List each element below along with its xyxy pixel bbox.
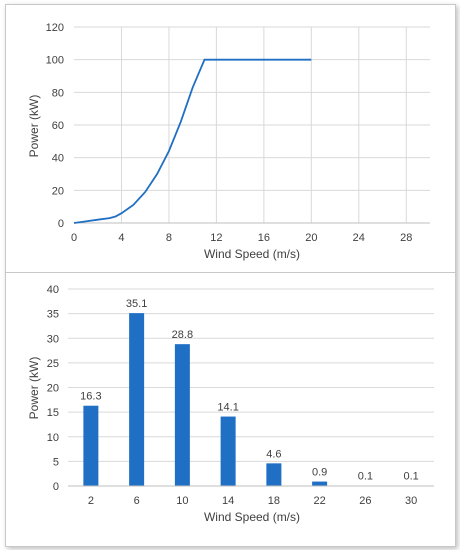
line-chart-y-tick-label: 60: [52, 120, 64, 132]
bar-chart-x-axis-title: Wind Speed (m/s): [204, 510, 300, 524]
bar-data-label: 35.1: [126, 298, 147, 310]
bar-data-label: 14.1: [217, 402, 238, 414]
bar-chart-x-tick-label: 26: [359, 495, 371, 507]
bar-chart-y-tick-label: 30: [47, 333, 59, 345]
bar-chart-y-tick-label: 5: [53, 456, 59, 468]
line-chart-x-tick-label: 0: [71, 232, 77, 244]
line-chart-y-tick-label: 40: [52, 153, 64, 165]
line-chart-x-tick-label: 20: [305, 232, 317, 244]
bar: [266, 463, 282, 486]
line-series: [73, 58, 312, 224]
bar-chart-y-tick-label: 10: [47, 432, 59, 444]
bar: [312, 481, 328, 486]
line-chart-x-tick-label: 4: [118, 232, 124, 244]
bar-chart-x-tick-label: 30: [405, 495, 417, 507]
bar-chart-x-tick-label: 14: [222, 495, 234, 507]
bar-data-label: 28.8: [172, 329, 193, 341]
bar-chart-y-tick-label: 35: [47, 309, 59, 321]
line-chart-y-tick-label: 20: [52, 185, 64, 197]
bar-chart-y-tick-label: 0: [53, 481, 59, 493]
line-chart-y-axis-title: Power (kW): [27, 95, 41, 158]
bar-chart-x-tick-label: 10: [176, 495, 188, 507]
line-chart: 0 20 40 60 80 100 120 0 4 8 12 16 20 24 28 Wind Speed…: [27, 22, 430, 261]
bar-chart-y-tick-label: 40: [47, 284, 59, 296]
line-chart-x-tick-label: 16: [258, 232, 270, 244]
line-chart-y-tick-label: 0: [58, 218, 64, 230]
bar-chart-y-axis-title: Power (kW): [27, 357, 41, 420]
bar: [220, 416, 236, 486]
line-chart-y-tick-label: 100: [46, 55, 64, 67]
line-chart-x-tick-label: 24: [353, 232, 365, 244]
line-chart-x-tick-label: 12: [210, 232, 222, 244]
chart-divider: [5, 272, 455, 273]
bar-chart-x-tick-label: 2: [88, 495, 94, 507]
line-chart-x-tick-label: 8: [166, 232, 172, 244]
line-chart-y-tick-label: 120: [46, 22, 64, 34]
bar-data-label: 4.6: [266, 448, 281, 460]
line-chart-x-axis-title: Wind Speed (m/s): [204, 247, 300, 261]
line-chart-x-tick-label: 28: [400, 232, 412, 244]
bar-data-label: 0.9: [312, 467, 327, 479]
bar-data-label: 0.1: [358, 471, 373, 483]
bar: [174, 344, 190, 486]
bar: [129, 313, 145, 486]
bar-chart-x-tick-label: 6: [134, 495, 140, 507]
bar-chart-x-tick-label: 18: [268, 495, 280, 507]
bar-chart: 0 5 10 15 20 25 30 35 40 16.3 35.1 28.8 14.1 4.6 0.9 0…: [27, 284, 434, 524]
bar-chart-y-tick-label: 25: [47, 358, 59, 370]
bar-chart-y-tick-label: 20: [47, 383, 59, 395]
line-chart-y-tick-label: 80: [52, 87, 64, 99]
bar-chart-y-tick-label: 15: [47, 407, 59, 419]
bar-data-label: 0.1: [403, 471, 418, 483]
bar-chart-x-tick-label: 22: [314, 495, 326, 507]
bar: [83, 405, 99, 486]
bar-data-label: 16.3: [80, 391, 101, 403]
